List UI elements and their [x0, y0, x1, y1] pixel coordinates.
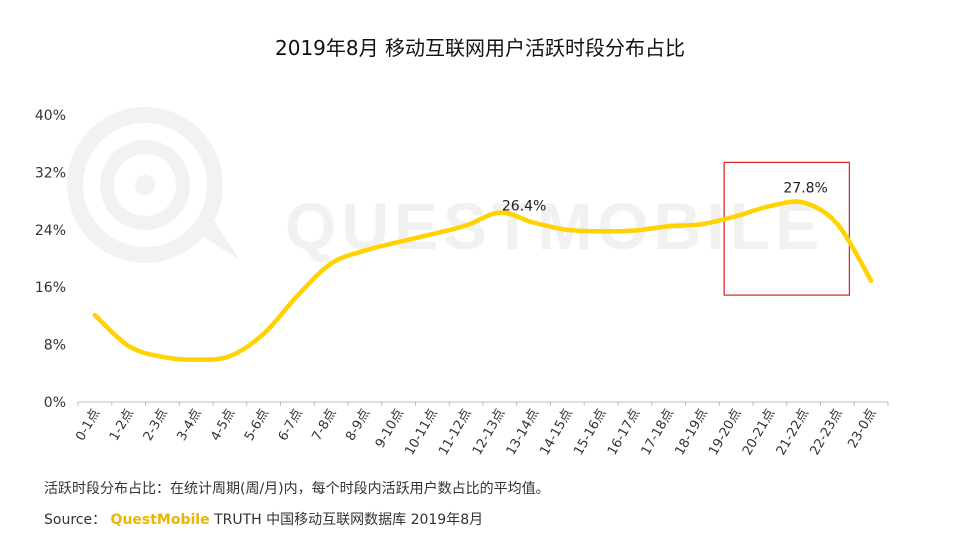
- series-line: [92, 199, 874, 362]
- source-detail: TRUTH 中国移动互联网数据库 2019年8月: [214, 512, 484, 528]
- y-tick-label: 32%: [35, 165, 66, 181]
- x-tick-label: 1-2点: [107, 407, 137, 444]
- x-tick-label: 4-5点: [208, 407, 238, 444]
- x-tick-label: 19-20点: [706, 407, 744, 458]
- x-tick-label: 5-6点: [242, 407, 272, 444]
- source-brand: QuestMobile: [110, 512, 210, 528]
- x-tick-label: 18-19点: [672, 407, 710, 458]
- x-tick-label: 11-12点: [436, 407, 474, 458]
- x-tick-label: 21-22点: [774, 407, 812, 458]
- source-label: Source：: [44, 512, 107, 528]
- x-tick-label: 2-3点: [141, 407, 171, 444]
- x-tick-label: 0-1点: [73, 407, 103, 444]
- y-tick-label: 16%: [35, 280, 66, 296]
- x-tick-label: 14-15点: [537, 407, 575, 458]
- y-tick-label: 40%: [35, 108, 66, 124]
- y-tick-label: 0%: [44, 395, 66, 411]
- y-tick-label: 8%: [44, 338, 66, 354]
- x-tick-label: 23-0点: [845, 407, 879, 451]
- questmobile-watermark-logo: [67, 107, 240, 263]
- x-tick-label: 6-7点: [276, 407, 306, 444]
- x-tick-label: 3-4点: [174, 407, 204, 444]
- source-line: Source： QuestMobile TRUTH 中国移动互联网数据库 201…: [44, 509, 483, 529]
- x-tick-label: 7-8点: [309, 407, 339, 444]
- y-tick-label: 24%: [35, 223, 66, 239]
- x-tick-label: 20-21点: [740, 407, 778, 458]
- x-tick-label: 12-13点: [470, 407, 508, 458]
- x-tick-label: 9-10点: [373, 407, 407, 451]
- x-tick-label: 17-18点: [639, 407, 677, 458]
- x-tick-label: 15-16点: [571, 407, 609, 458]
- x-tick-label: 8-9点: [343, 407, 373, 444]
- data-label: 27.8%: [783, 181, 827, 197]
- data-label: 26.4%: [502, 199, 546, 215]
- x-tick-label: 16-17点: [605, 407, 643, 458]
- x-tick-label: 22-23点: [807, 407, 845, 458]
- chart-title: 2019年8月 移动互联网用户活跃时段分布占比: [275, 36, 685, 60]
- highlight-box: [723, 161, 850, 296]
- x-tick-label: 10-11点: [402, 407, 440, 458]
- x-tick-label: 13-14点: [504, 407, 542, 458]
- footnote: 活跃时段分布占比：在统计周期(周/月)内，每个时段内活跃用户数占比的平均值。: [44, 481, 550, 497]
